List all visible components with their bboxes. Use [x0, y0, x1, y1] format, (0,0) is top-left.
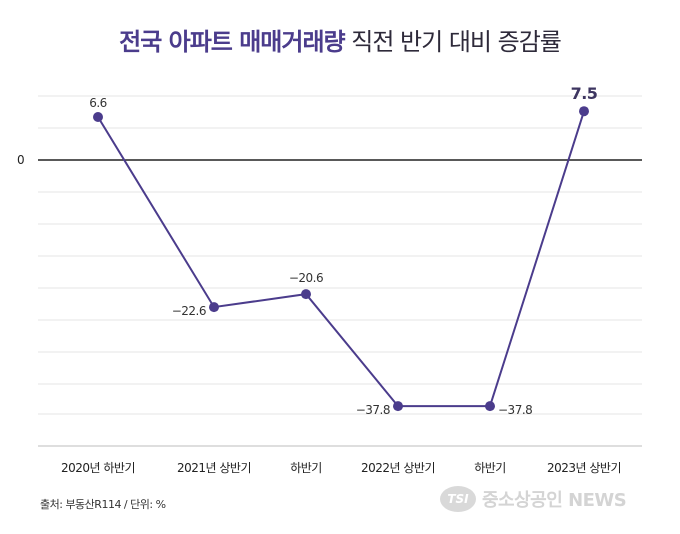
data-label-2: −20.6: [289, 271, 323, 285]
publisher-logo: TSI 중소상공인 NEWS: [440, 484, 627, 514]
data-label-5: 7.5: [571, 84, 598, 103]
data-point-1: [209, 302, 219, 313]
x-tick-label-3: 2022년 상반기: [361, 461, 435, 475]
data-point-2: [301, 289, 311, 300]
zero-tick-label: 0: [17, 153, 25, 167]
logo-badge: TSI: [440, 486, 476, 512]
title-highlight: 전국 아파트 매매거래량: [119, 28, 346, 56]
data-label-3: −37.8: [356, 403, 390, 417]
x-tick-label-2: 하반기: [290, 461, 322, 475]
logo-text: 중소상공인 NEWS: [482, 490, 627, 511]
source-note: 출처: 부동산R114 / 단위: %: [40, 498, 166, 511]
data-point-3: [393, 401, 403, 412]
data-label-4: −37.8: [498, 403, 532, 417]
title-rest: 직전 반기 대비 증감률: [344, 28, 562, 56]
data-label-0: 6.6: [89, 96, 107, 110]
x-tick-label-5: 2023년 상반기: [547, 461, 621, 475]
data-point-0: [93, 112, 103, 122]
data-label-1: −22.6: [172, 304, 206, 318]
data-point-5: [579, 106, 589, 117]
x-tick-label-0: 2020년 하반기: [61, 461, 135, 475]
x-tick-label-4: 하반기: [474, 461, 506, 475]
x-tick-label-1: 2021년 상반기: [177, 461, 251, 475]
data-point-4: [485, 401, 495, 412]
chart-title: 전국 아파트 매매거래량 직전 반기 대비 증감률: [0, 22, 680, 57]
series-line: [97, 110, 585, 408]
